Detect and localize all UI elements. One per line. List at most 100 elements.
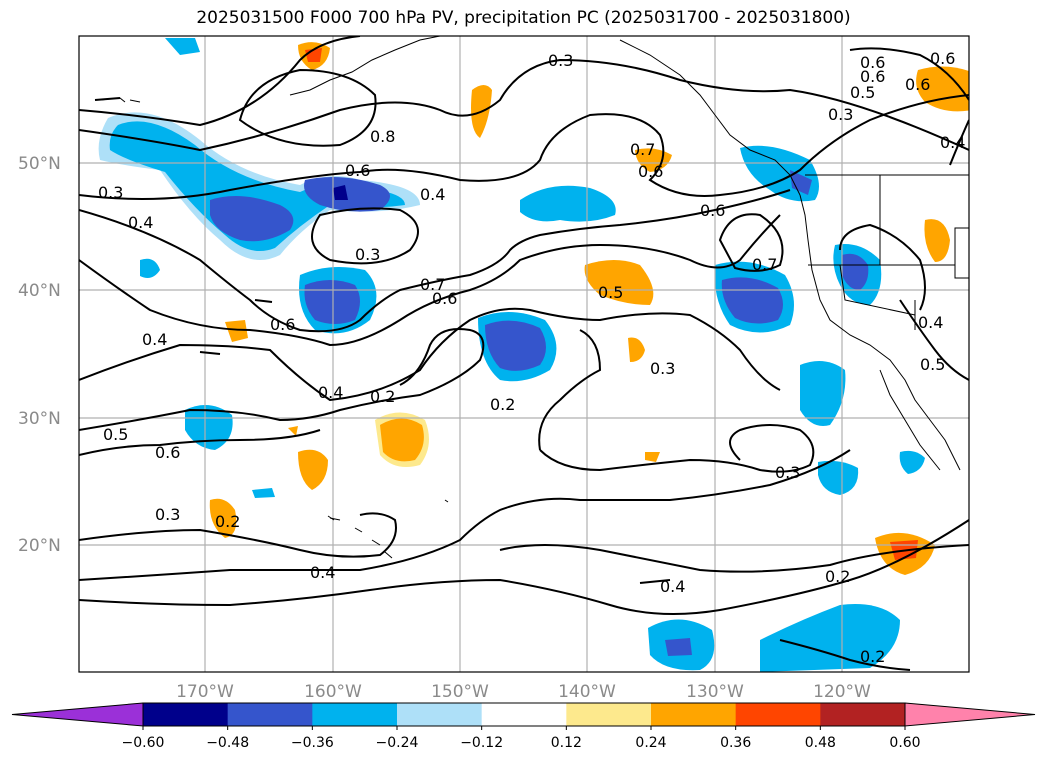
- precip-area: [304, 176, 390, 212]
- contour-line: [839, 223, 926, 311]
- map-title: 2025031500 F000 700 hPa PV, precipitatio…: [196, 8, 851, 28]
- precip-area: [842, 253, 869, 290]
- colorbar-cell: [651, 703, 737, 726]
- contour-line: [539, 424, 815, 473]
- contour-label: 0.4: [142, 330, 167, 349]
- precip-area: [185, 405, 233, 450]
- contour-label: 0.2: [490, 395, 515, 414]
- colorbar-cell: [566, 703, 652, 726]
- contour-line: [79, 36, 361, 127]
- state-border: [839, 264, 916, 316]
- precip-area: [304, 280, 360, 324]
- colorbar-cell: [820, 703, 906, 726]
- contour-label: 0.8: [370, 127, 395, 146]
- contour-label: 0.4: [660, 577, 685, 596]
- contour-label: 0.7: [420, 275, 445, 294]
- colorbar-cell: [227, 703, 313, 726]
- contour-line: [311, 207, 419, 265]
- contour-label: 0.4: [318, 383, 343, 402]
- contour-label: 0.3: [98, 183, 123, 202]
- precip-area: [210, 196, 294, 242]
- colorbar-tick-label: −0.12: [460, 735, 503, 751]
- colorbar-tick-label: 0.36: [720, 735, 751, 751]
- graticule: [79, 36, 969, 672]
- precip-area: [165, 38, 200, 55]
- pv-contours: [79, 36, 969, 671]
- lat-label-40n: 40°N: [18, 281, 61, 301]
- longitude-labels: 170°W 160°W 150°W 140°W 130°W 120°W: [176, 682, 871, 702]
- contour-label: 0.7: [630, 140, 655, 159]
- lon-label-150w: 150°W: [431, 682, 489, 702]
- lon-label-160w: 160°W: [304, 682, 362, 702]
- contour-label: 0.6: [155, 443, 180, 462]
- contour-label: 0.5: [850, 83, 875, 102]
- precip-area: [225, 320, 248, 342]
- lon-label-140w: 140°W: [558, 682, 616, 702]
- colorbar-cell: [397, 703, 483, 726]
- precip-area: [584, 260, 654, 305]
- colorbar-tick-label: 0.24: [635, 735, 666, 751]
- contour-line: [949, 119, 969, 166]
- contour-line: [79, 58, 969, 152]
- contour-label: 0.3: [650, 359, 675, 378]
- contour-labels: 0.3 0.8 0.6 0.6 0.6 0.4 0.7 0.6 0.3 0.7 …: [98, 49, 965, 666]
- colorbar-cell: [143, 703, 229, 726]
- contour-line: [779, 639, 911, 671]
- colorbar-extend-low: [11, 702, 144, 727]
- latitude-labels: 50°N 40°N 30°N 20°N: [18, 154, 61, 556]
- contour-label: 0.3: [828, 105, 853, 124]
- contour-label: 0.2: [215, 512, 240, 531]
- precip-area: [252, 488, 275, 498]
- contour-line: [79, 214, 781, 347]
- contour-line: [79, 94, 969, 200]
- precip-area: [628, 337, 645, 362]
- contour-label: 0.6: [638, 162, 663, 181]
- precip-area: [209, 498, 237, 538]
- colorbar-tick-label: −0.36: [291, 735, 334, 751]
- contour-line: [79, 519, 969, 615]
- colorbar-tick-label: 0.48: [805, 735, 836, 751]
- precip-area: [721, 277, 783, 324]
- coastline-us-west: [799, 194, 961, 471]
- contour-label: 0.6: [905, 75, 930, 94]
- contour-line: [849, 47, 969, 101]
- precip-area: [790, 170, 812, 195]
- colorbar-extend-high: [904, 702, 1036, 727]
- precip-area: [800, 361, 846, 426]
- coastline-baja: [879, 369, 941, 471]
- contour-label: 0.2: [370, 387, 395, 406]
- colorbar-cell: [312, 703, 398, 726]
- contour-label: 0.5: [920, 355, 945, 374]
- contour-line: [79, 189, 791, 333]
- state-border: [954, 227, 969, 279]
- precip-area: [924, 219, 950, 262]
- contour-line: [254, 299, 273, 303]
- contour-label: 0.4: [918, 313, 943, 332]
- precip-area: [645, 452, 660, 462]
- map-frame: [78, 35, 970, 673]
- contour-label: 0.5: [598, 283, 623, 302]
- island-kauai: [327, 515, 335, 521]
- precip-area: [665, 638, 692, 656]
- contour-line: [199, 351, 221, 355]
- contour-label: 0.4: [420, 185, 445, 204]
- precip-area: [288, 426, 298, 436]
- contour-label: 0.4: [310, 563, 335, 582]
- contour-label: 0.6: [432, 289, 457, 308]
- precip-area: [333, 185, 348, 200]
- precip-area: [520, 185, 616, 222]
- precip-area: [760, 604, 900, 672]
- colorbar-tick-label: −0.24: [376, 735, 419, 751]
- coastline-alaska: [289, 36, 441, 96]
- lon-label-130w: 130°W: [686, 682, 744, 702]
- contour-line: [94, 97, 121, 101]
- lon-label-170w: 170°W: [176, 682, 234, 702]
- precip-area: [109, 121, 406, 252]
- contour-label: 0.3: [355, 245, 380, 264]
- precip-negative-areas: [98, 38, 925, 672]
- contour-line: [79, 429, 321, 456]
- contour-line: [79, 328, 485, 431]
- contour-label: 0.6: [345, 161, 370, 180]
- contour-label: 0.2: [825, 567, 850, 586]
